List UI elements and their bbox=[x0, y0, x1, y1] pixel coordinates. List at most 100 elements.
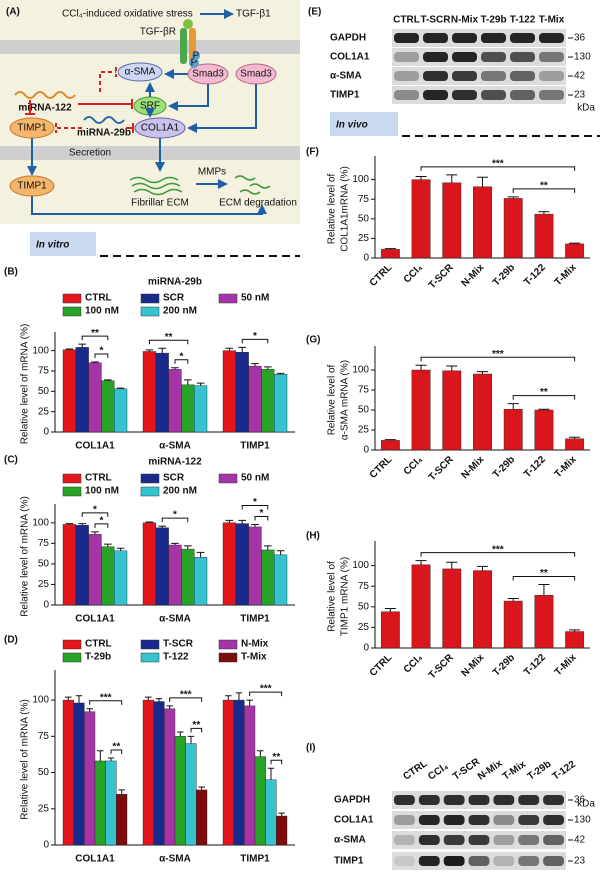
error-bar bbox=[476, 176, 489, 187]
bar bbox=[88, 362, 102, 433]
error-bar bbox=[166, 705, 173, 709]
error-bar bbox=[198, 786, 205, 790]
significance-label: ** bbox=[91, 328, 99, 339]
node bbox=[9, 175, 55, 197]
panel-label: (E) bbox=[308, 7, 321, 18]
bar bbox=[380, 249, 400, 259]
blot-band bbox=[394, 90, 419, 100]
error-bar bbox=[415, 175, 427, 180]
ecm-fibers bbox=[129, 176, 183, 196]
blot-band bbox=[543, 815, 564, 825]
y-tick-label: 25 bbox=[358, 233, 370, 244]
panel-label: (A) bbox=[6, 7, 20, 18]
y-tick-label: 50 bbox=[38, 386, 50, 397]
error-bar bbox=[538, 408, 550, 410]
y-tick-label: 0 bbox=[363, 253, 369, 264]
blot-band bbox=[481, 90, 506, 100]
significance-label: *** bbox=[180, 690, 192, 701]
significance-bracket bbox=[110, 749, 123, 755]
diagram-text: MMPs bbox=[198, 167, 226, 178]
legend-label: 200 nM bbox=[163, 486, 197, 497]
significance-label: * bbox=[253, 331, 257, 342]
diagram-text: α-SMA bbox=[125, 67, 156, 78]
blot-band bbox=[418, 856, 440, 866]
blot-band bbox=[543, 856, 564, 866]
significance-bracket bbox=[174, 359, 189, 364]
error-bar bbox=[183, 379, 192, 385]
bar bbox=[75, 525, 89, 606]
blot-band bbox=[539, 33, 564, 43]
legend-label: 100 nM bbox=[85, 486, 119, 497]
blot-band bbox=[493, 815, 515, 825]
bar bbox=[276, 815, 288, 846]
x-tick-label: TIMP1 bbox=[240, 441, 270, 452]
x-tick-label: T-122 bbox=[522, 652, 548, 678]
error-bar bbox=[235, 692, 243, 701]
bar bbox=[75, 347, 89, 433]
diagram-text: COL1A1 bbox=[141, 123, 180, 134]
bar bbox=[62, 699, 74, 846]
x-tick-label: COL1A1 bbox=[75, 854, 115, 865]
chart-title: miRNA-29b bbox=[148, 277, 202, 288]
y-tick-label: 100 bbox=[32, 345, 49, 356]
significance-bracket bbox=[512, 188, 576, 193]
significance-label: ** bbox=[272, 752, 280, 763]
lane-label: T-29b bbox=[480, 15, 506, 26]
x-tick-label: CCl₄ bbox=[402, 262, 425, 285]
legend-label: CTRL bbox=[85, 639, 112, 650]
legend-swatch bbox=[218, 293, 238, 304]
error-bar bbox=[267, 767, 275, 780]
bar bbox=[193, 385, 208, 433]
error-bar bbox=[171, 542, 179, 545]
legend-swatch bbox=[140, 639, 160, 650]
error-bar bbox=[384, 248, 396, 250]
bar bbox=[153, 701, 165, 846]
y-tick-label: 75 bbox=[358, 581, 370, 592]
bar bbox=[116, 794, 128, 846]
pathway-diagram: (A) CCl₄-induced oxidative stress TGF-β1… bbox=[0, 0, 300, 224]
y-tick-label: 100 bbox=[352, 365, 369, 376]
bar bbox=[411, 369, 431, 451]
bar bbox=[155, 527, 169, 606]
row-label: TIMP1 bbox=[330, 90, 360, 101]
legend-swatch bbox=[218, 473, 238, 484]
significance-label: * bbox=[253, 497, 257, 508]
y-tick-label: 100 bbox=[32, 695, 49, 706]
legend-swatch bbox=[62, 306, 82, 317]
y-axis-label: TIMP1 mRNA (%) bbox=[340, 557, 351, 636]
lane-label: T-29b bbox=[526, 759, 554, 783]
error-bar bbox=[278, 812, 285, 817]
size-label: 130 bbox=[574, 52, 591, 63]
y-axis-label: COL1A1mRNA (%) bbox=[340, 166, 351, 252]
bar bbox=[274, 374, 288, 433]
significance-bracket bbox=[254, 515, 269, 521]
x-tick-label: CCl₄ bbox=[402, 652, 425, 675]
blot-band bbox=[543, 795, 564, 805]
bar bbox=[88, 534, 102, 606]
y-tick-label: 100 bbox=[352, 560, 369, 571]
bar bbox=[168, 544, 182, 606]
section-badge bbox=[30, 232, 96, 256]
blot-band bbox=[518, 815, 540, 825]
size-label: 23 bbox=[574, 90, 586, 101]
row-label: COL1A1 bbox=[334, 815, 374, 826]
legend-swatch bbox=[140, 293, 160, 304]
blot-band bbox=[468, 795, 490, 805]
diagram-text: miRNA-122 bbox=[18, 103, 72, 114]
legend-label: SCR bbox=[163, 293, 185, 304]
y-tick-label: 75 bbox=[358, 385, 370, 396]
x-tick-label: N-Mix bbox=[459, 652, 486, 679]
diagram-text: SRF bbox=[140, 101, 160, 112]
blot-band bbox=[493, 835, 515, 845]
legend-label: 200 nM bbox=[163, 306, 197, 317]
panel-label: (I) bbox=[306, 743, 315, 754]
error-bar bbox=[276, 550, 285, 555]
blot-band bbox=[423, 33, 448, 43]
size-label: 23 bbox=[574, 856, 586, 867]
error-bar bbox=[145, 696, 152, 701]
y-tick-label: 0 bbox=[43, 600, 49, 611]
x-tick-label: CCl₄ bbox=[402, 454, 425, 477]
error-bar bbox=[65, 696, 72, 701]
legend-label: 50 nM bbox=[241, 473, 269, 484]
error-bar bbox=[507, 403, 519, 410]
